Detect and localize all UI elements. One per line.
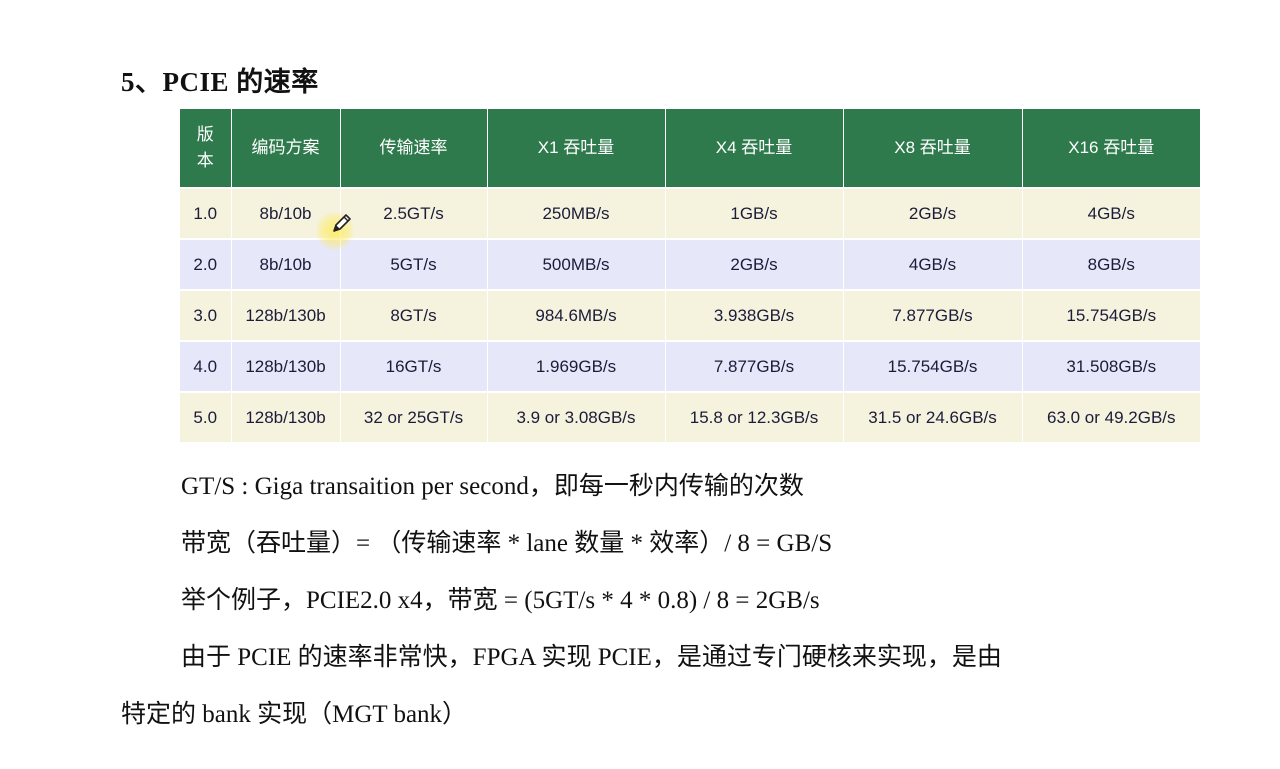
table-cell: 8GB/s [1022, 239, 1200, 291]
note-fpga-line1: 由于 PCIE 的速率非常快，FPGA 实现 PCIE，是通过专门硬核来实现，是… [181, 644, 1002, 671]
table-cell: 128b/130b [231, 392, 341, 444]
section-heading: 5、PCIE 的速率 [121, 67, 319, 97]
note-bandwidth-formula: 带宽（吞吐量）= （传输速率 * lane 数量 * 效率）/ 8 = GB/S [181, 530, 833, 557]
table-cell: 16GT/s [340, 341, 488, 393]
table-cell: 15.754GB/s [1022, 290, 1200, 342]
table-cell: 128b/130b [231, 341, 341, 393]
header-cell: 编码方案 [231, 109, 341, 189]
table-cell: 4.0 [180, 341, 232, 393]
table-cell: 984.6MB/s [487, 290, 666, 342]
table-cell: 4GB/s [1022, 188, 1200, 240]
note-fpga-line2: 特定的 bank 实现（MGT bank） [121, 701, 468, 728]
table-cell: 7.877GB/s [843, 290, 1023, 342]
table-cell: 2GB/s [665, 239, 844, 291]
note-example: 举个例子，PCIE2.0 x4，带宽 = (5GT/s * 4 * 0.8) /… [181, 587, 820, 614]
table-cell: 4GB/s [843, 239, 1023, 291]
table-cell: 1.0 [180, 188, 232, 240]
pencil-icon [333, 214, 351, 232]
table-body: 1.0 8b/10b 2.5GT/s 250MB/s 1GB/s 2GB/s 4GB/s 2.… [180, 188, 1200, 444]
note-gts-definition: GT/S : Giga transaition per second，即每一秒内… [181, 473, 804, 500]
table-cell: 31.508GB/s [1022, 341, 1200, 393]
table-cell: 8b/10b [231, 239, 341, 291]
table-row: 3.0 128b/130b 8GT/s 984.6MB/s 3.938GB/s 7.877… [180, 290, 1200, 342]
table-row: 2.0 8b/10b 5GT/s 500MB/s 2GB/s 4GB/s 8GB/s [180, 239, 1200, 291]
header-cell: X8 吞吐量 [843, 109, 1023, 189]
header-cell: 传输速率 [340, 109, 488, 189]
table-cell: 15.754GB/s [843, 341, 1023, 393]
table-cell: 3.938GB/s [665, 290, 844, 342]
table-cell: 2.5GT/s [340, 188, 488, 240]
table-cell: 63.0 or 49.2GB/s [1022, 392, 1200, 444]
table-cell: 32 or 25GT/s [340, 392, 488, 444]
table-cell: 500MB/s [487, 239, 666, 291]
table-cell: 3.0 [180, 290, 232, 342]
table-cell: 7.877GB/s [665, 341, 844, 393]
table-cell: 3.9 or 3.08GB/s [487, 392, 666, 444]
table-cell: 1GB/s [665, 188, 844, 240]
header-cell: X4 吞吐量 [665, 109, 844, 189]
header-cell: X16 吞吐量 [1022, 109, 1200, 189]
table-header-row: 版本编码方案 传输速率 X1 吞吐量 X4 吞吐量 X8 吞吐量 X16 吞吐量 [180, 109, 1200, 189]
header-version: 版本 [180, 109, 232, 189]
table-cell: 128b/130b [231, 290, 341, 342]
table-cell: 250MB/s [487, 188, 666, 240]
table-cell: 8GT/s [340, 290, 488, 342]
table-row: 4.0 128b/130b 16GT/s 1.969GB/s 7.877GB/s 15.7… [180, 341, 1200, 393]
table-cell: 2GB/s [843, 188, 1023, 240]
table-cell: 15.8 or 12.3GB/s [665, 392, 844, 444]
table-cell: 5GT/s [340, 239, 488, 291]
header-cell: X1 吞吐量 [487, 109, 666, 189]
table-cell: 1.969GB/s [487, 341, 666, 393]
table-row: 5.0 128b/130b 32 or 25GT/s 3.9 or 3.08GB/s 1… [180, 392, 1200, 444]
pcie-rate-table: 版本编码方案 传输速率 X1 吞吐量 X4 吞吐量 X8 吞吐量 X16 吞吐量 1.0 8… [180, 109, 1200, 444]
table-cell: 31.5 or 24.6GB/s [843, 392, 1023, 444]
table-cell: 2.0 [180, 239, 232, 291]
table-cell: 5.0 [180, 392, 232, 444]
pcie-rate-table-container: 版本编码方案 传输速率 X1 吞吐量 X4 吞吐量 X8 吞吐量 X16 吞吐量 1.0 8… [180, 109, 1200, 444]
